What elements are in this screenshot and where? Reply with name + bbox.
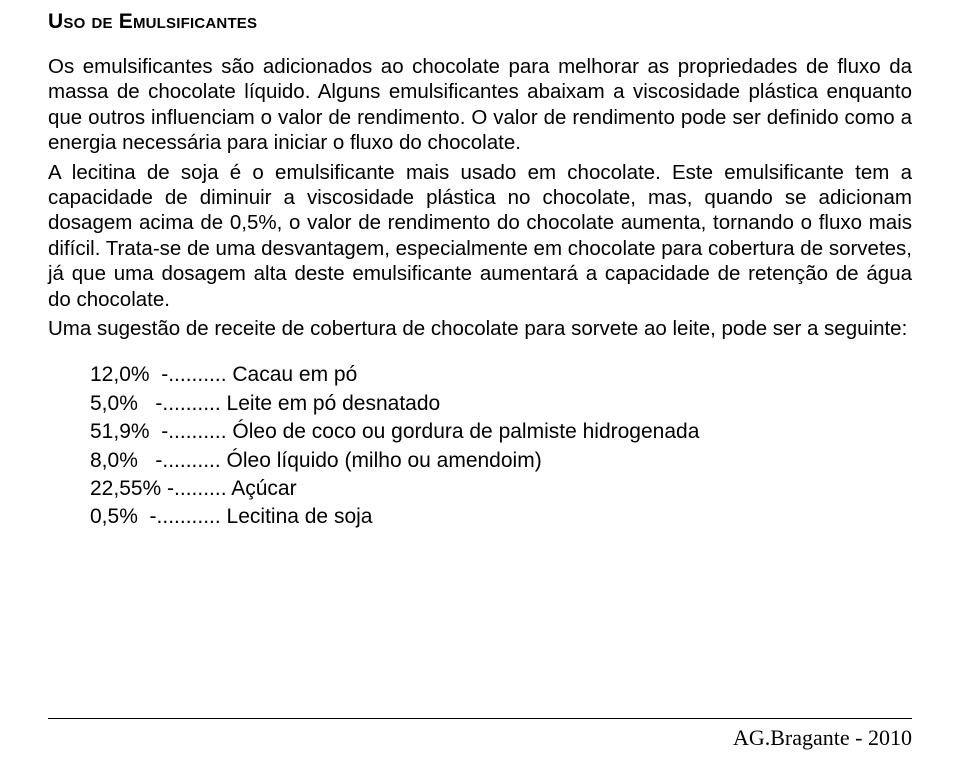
recipe-line: 0,5% -........... Lecitina de soja — [90, 503, 912, 531]
recipe-list: 12,0% -.......... Cacau em pó 5,0% -....… — [48, 361, 912, 531]
recipe-line: 22,55% -......... Açúcar — [90, 475, 912, 503]
recipe-line: 12,0% -.......... Cacau em pó — [90, 361, 912, 389]
recipe-line: 8,0% -.......... Óleo líquido (milho ou … — [90, 447, 912, 475]
recipe-line: 5,0% -.......... Leite em pó desnatado — [90, 390, 912, 418]
paragraph-1: Os emulsificantes são adicionados ao cho… — [48, 54, 912, 156]
document-page: Uso de Emulsificantes Os emulsificantes … — [0, 0, 960, 765]
paragraph-3: Uma sugestão de receite de cobertura de … — [48, 316, 912, 341]
section-heading: Uso de Emulsificantes — [48, 10, 912, 34]
footer-attribution: AG.Bragante - 2010 — [733, 725, 912, 751]
recipe-line: 51,9% -.......... Óleo de coco ou gordur… — [90, 418, 912, 446]
footer-divider — [48, 718, 912, 719]
paragraph-2: A lecitina de soja é o emulsificante mai… — [48, 160, 912, 312]
